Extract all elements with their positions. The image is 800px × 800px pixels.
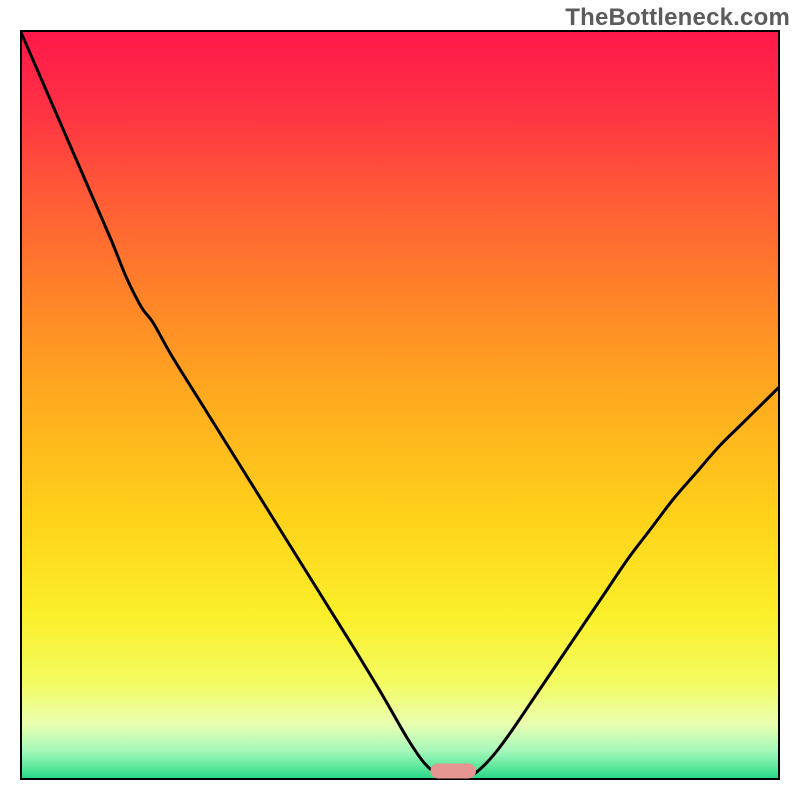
chart-container: TheBottleneck.com — [0, 0, 800, 800]
watermark-text: TheBottleneck.com — [565, 4, 790, 32]
bottleneck-chart — [20, 30, 780, 780]
optimal-marker — [430, 764, 476, 779]
gradient-background — [20, 30, 780, 780]
